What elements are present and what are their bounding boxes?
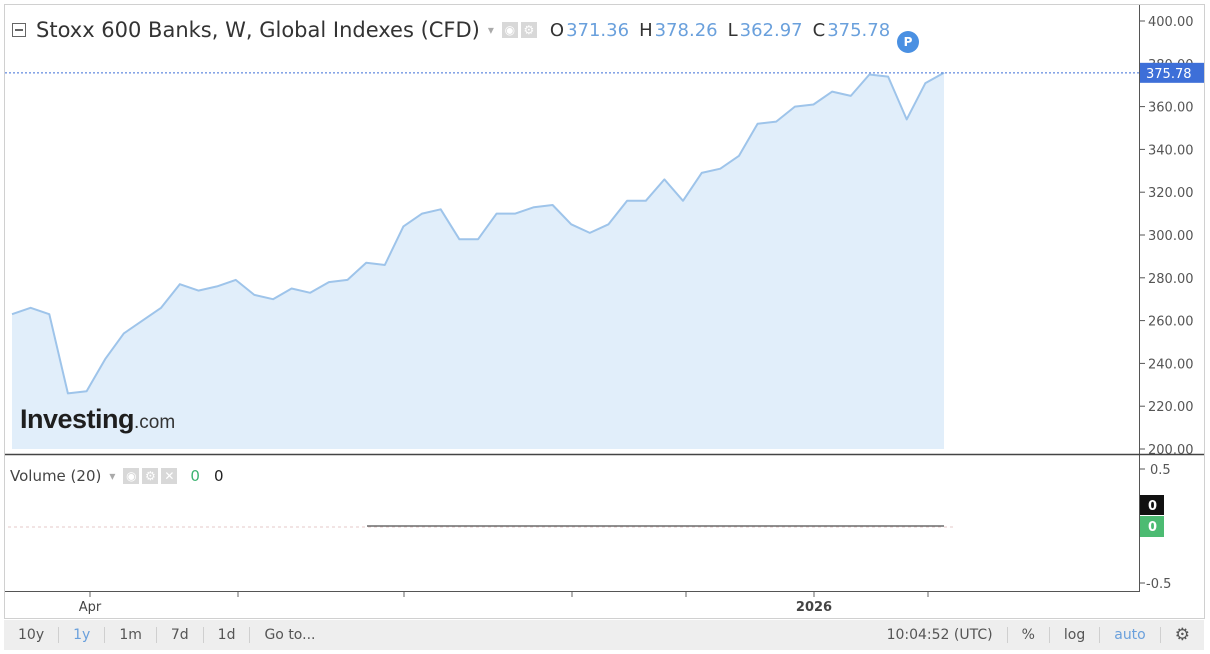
y-tick-label: 260.00: [1148, 315, 1194, 330]
low-key: L: [727, 19, 738, 41]
price-line: [11, 71, 945, 395]
volume-eye-icon[interactable]: ◉: [123, 468, 140, 484]
y-tick-label: 340.00: [1148, 143, 1194, 158]
x-tick-label: 2026: [796, 600, 832, 615]
volume-label: Volume (20): [10, 467, 102, 485]
logo-main: Investing: [20, 404, 135, 434]
x-tick-label: Apr: [79, 600, 102, 615]
chevron-down-icon[interactable]: ▾: [487, 23, 494, 37]
log-toggle[interactable]: log: [1063, 627, 1086, 643]
volume-close-icon[interactable]: ✕: [161, 468, 178, 484]
bottom-toolbar: 10y 1y 1m 7d 1d Go to... 10:04:52 (UTC) …: [4, 620, 1204, 650]
last-price-tag: [1140, 62, 1204, 83]
toolbar-divider: [58, 627, 60, 643]
volume-tag-top-label: 0: [1148, 499, 1157, 514]
price-marks: [11, 71, 945, 450]
toolbar-divider: [1099, 627, 1101, 643]
high-value: 378.26: [654, 19, 718, 41]
p-badge[interactable]: P: [897, 31, 919, 53]
toolbar-divider: [104, 627, 106, 643]
volume-tick-label-top: 0.5: [1150, 463, 1171, 478]
y-tick-label: 240.00: [1148, 357, 1194, 372]
gear-icon[interactable]: ⚙: [520, 22, 537, 38]
volume-tag-top: [1140, 495, 1164, 515]
logo-suffix: .com: [134, 412, 176, 433]
eye-icon[interactable]: ◉: [501, 22, 518, 38]
settings-gear-icon[interactable]: ⚙: [1174, 625, 1190, 645]
toolbar-divider: [155, 627, 157, 643]
collapse-icon[interactable]: [12, 23, 26, 37]
toolbar-divider: [1006, 627, 1008, 643]
range-7d-button[interactable]: 7d: [170, 627, 189, 643]
close-value: 375.78: [827, 19, 891, 41]
price-area: [12, 72, 944, 450]
open-value: 371.36: [566, 19, 630, 41]
range-10y-button[interactable]: 10y: [18, 627, 45, 643]
volume-chevron-down-icon[interactable]: ▾: [109, 469, 116, 483]
price-axis: 400.00380.00360.00340.00320.00300.00280.…: [5, 15, 1204, 458]
percent-toggle[interactable]: %: [1021, 627, 1035, 643]
volume-value-a: 0: [190, 467, 200, 485]
volume-tag-bottom: [1140, 516, 1164, 537]
volume-gear-icon[interactable]: ⚙: [142, 468, 159, 484]
auto-toggle[interactable]: auto: [1114, 627, 1146, 643]
price-area-layer: [11, 71, 945, 450]
toolbar-divider: [202, 627, 204, 643]
volume-legend: Volume (20) ▾ ◉ ⚙ ✕ 0 0: [10, 467, 223, 485]
series-legend: Stoxx 600 Banks, W, Global Indexes (CFD)…: [12, 18, 890, 42]
series-title: Stoxx 600 Banks, W, Global Indexes (CFD): [36, 18, 480, 42]
range-1d-button[interactable]: 1d: [217, 627, 236, 643]
investing-logo: Investing.com: [20, 404, 175, 435]
toolbar-divider: [1048, 627, 1050, 643]
volume-value-b: 0: [213, 467, 224, 485]
toolbar-divider: [249, 627, 251, 643]
toolbar-divider: [1159, 627, 1161, 643]
volume-tick-label-bottom: -0.5: [1146, 577, 1171, 592]
y-tick-label: 360.00: [1148, 101, 1194, 116]
y-tick-label: 280.00: [1148, 272, 1194, 287]
time-axis: Apr 2026: [79, 592, 929, 615]
goto-button[interactable]: Go to...: [264, 627, 316, 643]
open-key: O: [549, 19, 565, 41]
low-value: 362.97: [739, 19, 803, 41]
chart-frame: [4, 4, 1205, 619]
range-1y-button[interactable]: 1y: [73, 627, 91, 643]
y-tick-label: 220.00: [1148, 400, 1194, 415]
high-key: H: [639, 19, 653, 41]
last-price-tag-label: 375.78: [1146, 67, 1192, 82]
range-1m-button[interactable]: 1m: [119, 627, 142, 643]
y-tick-label: 300.00: [1148, 229, 1194, 244]
clock-timezone[interactable]: 10:04:52 (UTC): [886, 627, 993, 643]
close-key: C: [812, 19, 826, 41]
y-tick-label: 400.00: [1148, 15, 1194, 30]
volume-tag-bottom-label: 0: [1148, 520, 1157, 535]
y-tick-label: 320.00: [1148, 186, 1194, 201]
y-tick-label: 200.00: [1148, 443, 1194, 458]
